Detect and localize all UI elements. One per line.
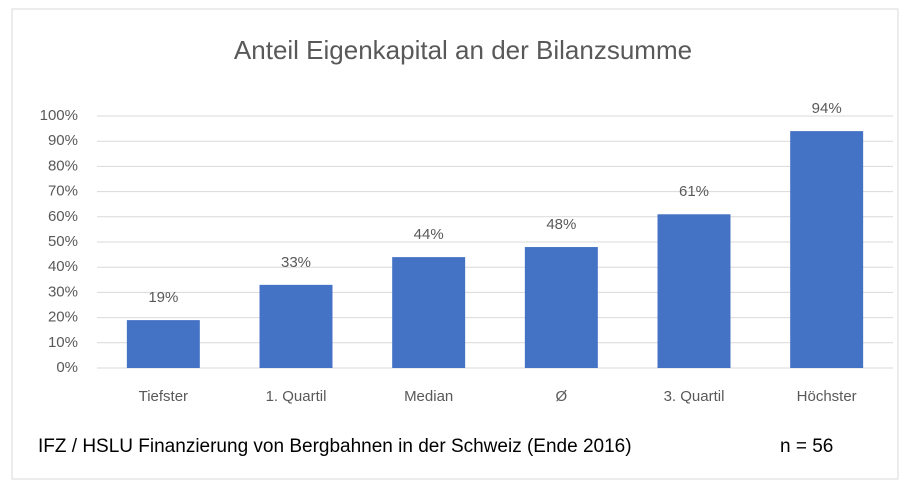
y-tick-label: 50%: [48, 233, 78, 250]
x-tick-label: Tiefster: [139, 388, 188, 405]
chart-title: Anteil Eigenkapital an der Bilanzsumme: [234, 35, 692, 65]
bar: [657, 214, 731, 368]
data-label: 33%: [281, 254, 311, 271]
bar: [790, 131, 864, 368]
bar: [259, 284, 333, 368]
source-note: IFZ / HSLU Finanzierung von Bergbahnen i…: [38, 436, 632, 457]
y-tick-label: 30%: [48, 283, 78, 300]
chart-frame: [11, 8, 899, 480]
y-tick-label: 60%: [48, 208, 78, 225]
x-tick-label: Höchster: [797, 388, 857, 405]
data-label: 94%: [812, 100, 842, 117]
y-tick-label: 70%: [48, 183, 78, 200]
y-tick-label: 80%: [48, 157, 78, 174]
bar: [524, 247, 598, 368]
y-tick-label: 90%: [48, 132, 78, 149]
data-label: 44%: [414, 226, 444, 243]
x-tick-label: 1. Quartil: [266, 388, 327, 405]
data-label: 48%: [546, 216, 576, 233]
y-tick-label: 20%: [48, 309, 78, 326]
y-tick-label: 40%: [48, 258, 78, 275]
sample-size: n = 56: [780, 436, 833, 457]
y-tick-label: 100%: [40, 107, 78, 124]
data-label: 19%: [148, 289, 178, 306]
bar: [392, 257, 466, 368]
x-tick-label: 3. Quartil: [664, 388, 725, 405]
y-tick-label: 0%: [56, 359, 78, 376]
y-tick-label: 10%: [48, 334, 78, 351]
bar: [126, 320, 200, 368]
x-tick-label: Ø: [555, 388, 567, 405]
x-tick-label: Median: [404, 388, 453, 405]
data-label: 61%: [679, 183, 709, 200]
